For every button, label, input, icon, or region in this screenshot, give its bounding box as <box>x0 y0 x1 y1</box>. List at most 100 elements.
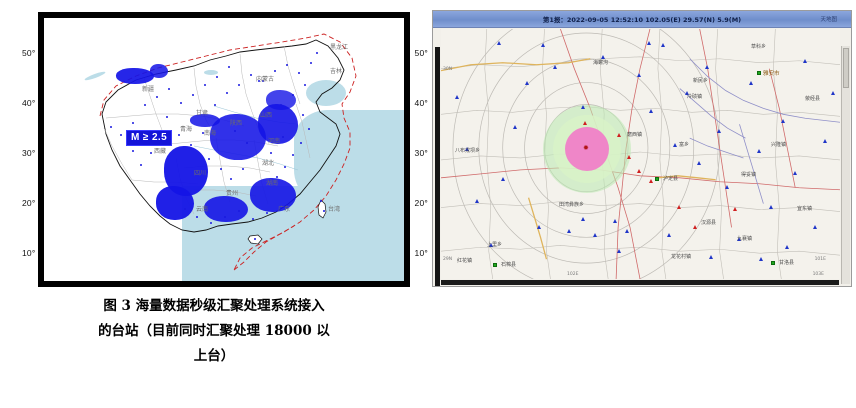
vertical-scrollbar-left[interactable] <box>435 47 440 286</box>
city-marker-shimian[interactable] <box>493 263 497 267</box>
station-marker[interactable] <box>489 243 493 247</box>
triggered-station-marker[interactable] <box>617 133 621 137</box>
station-marker[interactable] <box>831 91 835 95</box>
lat-label-right-10: 10° <box>414 248 428 258</box>
station-marker[interactable] <box>785 245 789 249</box>
station-marker[interactable] <box>705 65 709 69</box>
station-marker[interactable] <box>601 55 605 59</box>
station-marker[interactable] <box>759 257 763 261</box>
triggered-station-marker[interactable] <box>627 155 631 159</box>
scrollbar-thumb[interactable] <box>843 48 849 88</box>
station-marker[interactable] <box>501 177 505 181</box>
station-dot <box>156 96 158 98</box>
vertical-scrollbar-right[interactable] <box>841 46 850 284</box>
station-marker[interactable] <box>781 119 785 123</box>
station-dot <box>144 104 146 106</box>
station-dot <box>258 80 260 82</box>
coord-tick-30n: 30N <box>443 67 453 72</box>
station-marker[interactable] <box>593 233 597 237</box>
triggered-station-marker[interactable] <box>677 205 681 209</box>
station-marker[interactable] <box>497 41 501 45</box>
station-marker[interactable] <box>541 43 545 47</box>
station-dot <box>238 84 240 86</box>
city-marker-luding[interactable] <box>655 177 659 181</box>
station-marker[interactable] <box>637 73 641 77</box>
station-dot <box>292 94 294 96</box>
window-body: ✹ <box>433 28 851 286</box>
station-marker[interactable] <box>717 129 721 133</box>
station-cluster-guangxi <box>204 196 248 222</box>
station-marker[interactable] <box>581 105 585 109</box>
eew-map-canvas[interactable]: ✹ <box>441 29 840 279</box>
station-marker[interactable] <box>475 199 479 203</box>
station-marker[interactable] <box>581 217 585 221</box>
station-marker[interactable] <box>749 81 753 85</box>
station-marker[interactable] <box>737 237 741 241</box>
station-marker[interactable] <box>667 233 671 237</box>
triggered-station-marker[interactable] <box>693 225 697 229</box>
station-dot <box>242 168 244 170</box>
station-marker[interactable] <box>673 143 677 147</box>
station-marker[interactable] <box>455 95 459 99</box>
coord-tick-29n: 29N <box>443 257 453 262</box>
station-dot <box>150 152 152 154</box>
station-marker[interactable] <box>813 225 817 229</box>
station-marker[interactable] <box>649 109 653 113</box>
station-dot <box>228 66 230 68</box>
station-marker[interactable] <box>709 255 713 259</box>
station-marker[interactable] <box>465 147 469 151</box>
station-marker[interactable] <box>769 205 773 209</box>
coord-tick-103e: 103E <box>812 272 824 277</box>
lat-label-right-20: 20° <box>414 198 428 208</box>
epicenter-ring-inner <box>565 127 609 171</box>
station-marker[interactable] <box>525 81 529 85</box>
station-marker[interactable] <box>553 65 557 69</box>
station-marker[interactable] <box>757 149 761 153</box>
station-marker[interactable] <box>613 219 617 223</box>
station-cluster-xinjiang <box>116 68 154 84</box>
station-cluster-yunnan <box>156 186 194 220</box>
station-marker[interactable] <box>625 229 629 233</box>
station-marker[interactable] <box>647 41 651 45</box>
place-label-detuo: 得妥镇 <box>741 172 757 178</box>
station-dot <box>304 84 306 86</box>
station-dot <box>284 166 286 168</box>
city-marker-ganluo[interactable] <box>771 261 775 265</box>
station-dot <box>298 72 300 74</box>
station-marker[interactable] <box>803 59 807 63</box>
triggered-station-marker[interactable] <box>733 207 737 211</box>
tick-band-bottom <box>44 281 404 287</box>
triggered-station-marker[interactable] <box>649 179 653 183</box>
coord-tick-101e: 101E <box>814 257 826 262</box>
station-dot <box>254 238 256 240</box>
eew-application-window: 第1报：2022-09-05 12:52:10 102.05(E) 29.57(… <box>432 10 852 287</box>
station-marker[interactable] <box>697 161 701 165</box>
lat-label-left-20: 20° <box>22 198 36 208</box>
city-marker-yaan[interactable] <box>757 71 761 75</box>
station-dot <box>252 218 254 220</box>
triggered-station-marker[interactable] <box>637 169 641 173</box>
station-marker[interactable] <box>617 249 621 253</box>
horizontal-scrollbar[interactable] <box>441 280 839 285</box>
station-marker[interactable] <box>537 225 541 229</box>
station-marker[interactable] <box>823 139 827 143</box>
province-label-nanhai: 南海 <box>204 130 217 137</box>
station-dot <box>192 94 194 96</box>
map-provider-label: 天地图 <box>820 17 837 23</box>
station-marker[interactable] <box>661 43 665 47</box>
station-dot <box>202 132 204 134</box>
province-label-qinghai: 青海 <box>180 126 193 133</box>
station-marker[interactable] <box>513 125 517 129</box>
ocean-bohai <box>306 80 346 106</box>
station-dot <box>292 154 294 156</box>
station-dot <box>230 178 232 180</box>
station-dot <box>286 64 288 66</box>
station-marker[interactable] <box>685 91 689 95</box>
triggered-station-marker[interactable] <box>583 121 587 125</box>
station-cluster-hebei <box>266 90 296 110</box>
station-marker[interactable] <box>567 229 571 233</box>
tick-band-left <box>38 18 44 281</box>
station-dot <box>196 170 198 172</box>
station-marker[interactable] <box>793 171 797 175</box>
station-marker[interactable] <box>725 185 729 189</box>
